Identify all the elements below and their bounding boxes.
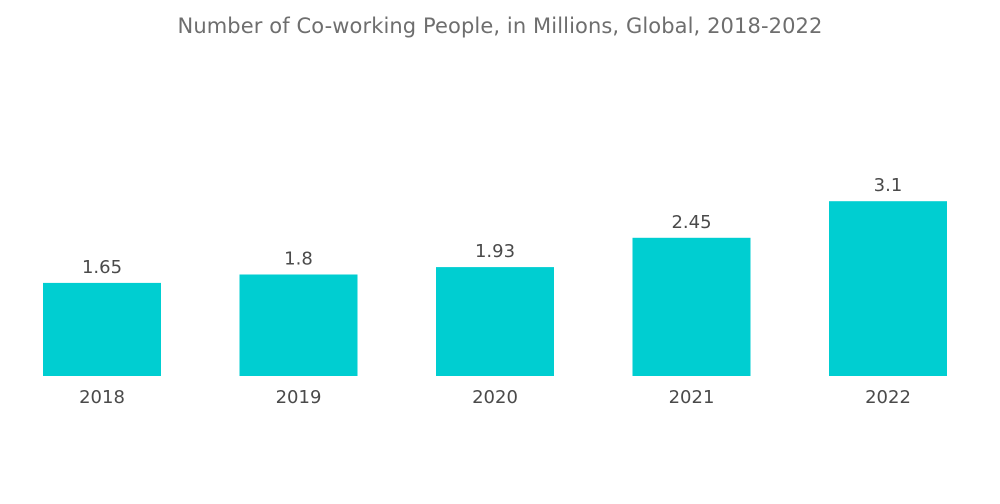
x-tick-label-2021: 2021 <box>669 387 715 408</box>
bar-2022 <box>829 201 947 376</box>
chart-title: Number of Co-working People, in Millions… <box>177 14 823 38</box>
data-label-2022: 3.1 <box>874 175 903 196</box>
data-label-2019: 1.8 <box>284 249 313 270</box>
bar-2018 <box>43 282 161 376</box>
bars-layer <box>43 201 947 376</box>
bar-2021 <box>632 237 751 376</box>
data-label-2018: 1.65 <box>82 257 122 278</box>
bar-2019 <box>239 274 358 376</box>
x-axis-ticks: 2018 2019 2020 2021 2022 <box>79 387 911 408</box>
x-tick-label-2022: 2022 <box>865 387 911 408</box>
bar-2020 <box>436 267 554 376</box>
x-tick-label-2019: 2019 <box>276 387 322 408</box>
data-label-2020: 1.93 <box>475 241 515 262</box>
x-tick-label-2018: 2018 <box>79 387 125 408</box>
data-labels-layer: 1.65 1.8 1.93 2.45 3.1 <box>82 175 902 278</box>
data-label-2021: 2.45 <box>671 212 711 233</box>
x-tick-label-2020: 2020 <box>472 387 518 408</box>
